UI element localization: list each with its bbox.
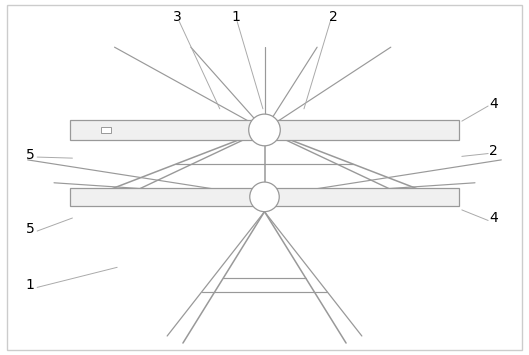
Bar [102, 127, 111, 133]
Bar [70, 188, 459, 206]
Text: 4: 4 [489, 97, 498, 110]
Text: 4: 4 [489, 211, 498, 225]
Text: 5: 5 [26, 148, 35, 162]
Text: 2: 2 [329, 10, 338, 24]
Text: 1: 1 [26, 278, 35, 292]
Text: 2: 2 [489, 144, 498, 158]
Text: 3: 3 [174, 10, 182, 24]
Bar [70, 120, 459, 140]
Text: 1: 1 [231, 10, 240, 24]
Text: 5: 5 [26, 222, 35, 236]
Ellipse shape [249, 114, 280, 146]
Ellipse shape [250, 182, 279, 212]
